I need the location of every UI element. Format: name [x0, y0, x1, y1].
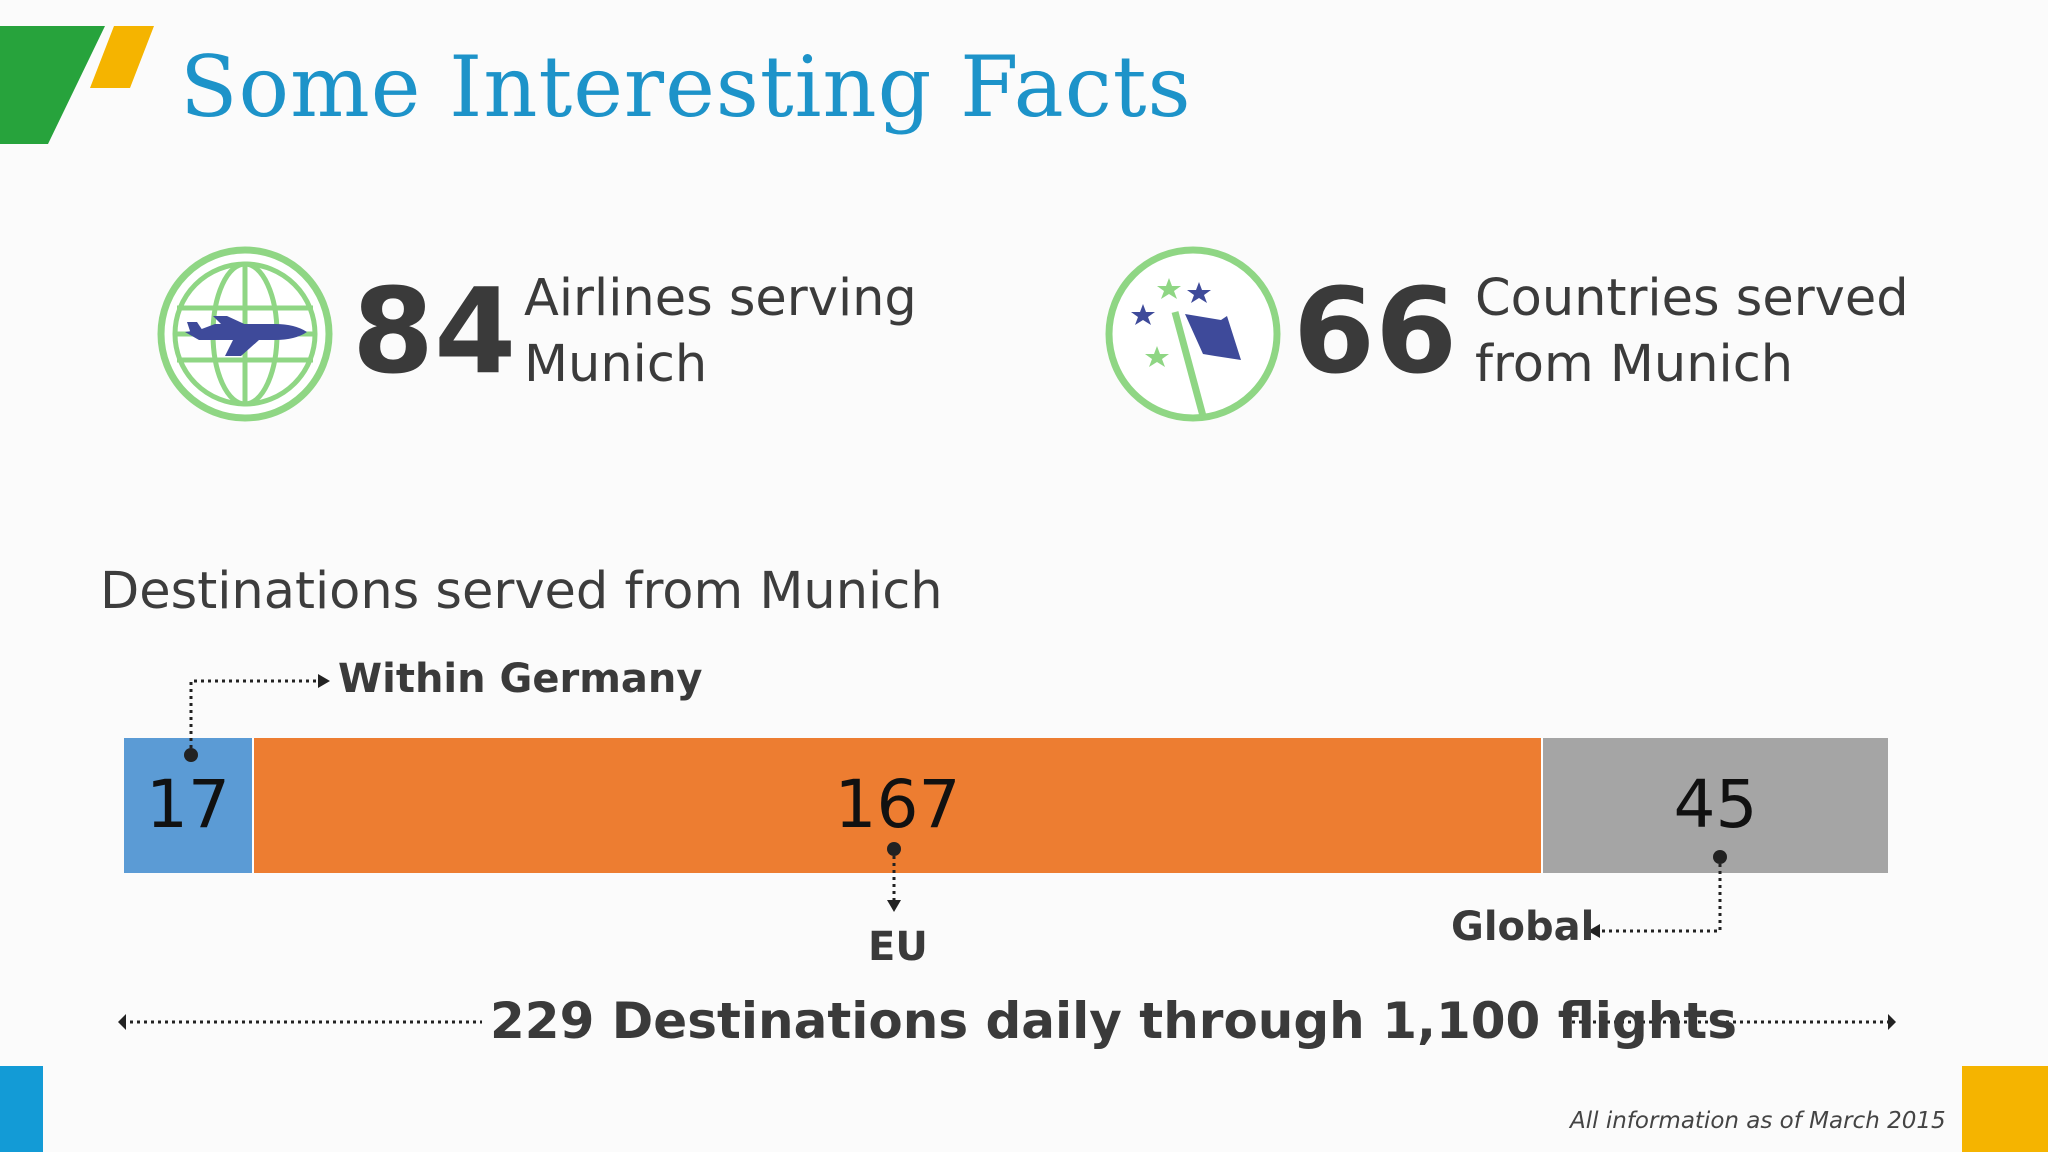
segment-eu: 167: [254, 738, 1543, 873]
label-within-germany: Within Germany: [338, 656, 703, 702]
segment-within-germany: 17: [124, 738, 254, 873]
countries-label: Countries served from Munich: [1475, 266, 1955, 398]
airlines-count: 84: [352, 262, 517, 400]
destinations-bar: 17 167 45: [124, 738, 1888, 873]
countries-label-line2: from Munich: [1475, 335, 1794, 394]
label-global: Global: [1451, 904, 1595, 950]
globe-airplane-icon: [157, 246, 333, 422]
label-eu: EU: [868, 924, 928, 970]
segment-value-eu: 167: [834, 766, 961, 843]
segment-value-germany: 17: [146, 766, 230, 843]
countries-count: 66: [1293, 262, 1458, 400]
corner-decoration-yellow-bottom: [1962, 1066, 2048, 1152]
countries-label-line1: Countries served: [1475, 269, 1909, 328]
footnote: All information as of March 2015: [1570, 1108, 1946, 1134]
airlines-label-line1: Airlines serving: [524, 269, 917, 328]
page-title: Some Interesting Facts: [180, 38, 1192, 136]
destinations-heading: Destinations served from Munich: [100, 562, 943, 621]
airlines-label-line2: Munich: [524, 335, 708, 394]
destinations-total: 229 Destinations daily through 1,100 fli…: [490, 992, 1737, 1050]
flag-stars-icon: [1105, 246, 1281, 422]
corner-decoration-blue: [0, 1066, 43, 1152]
segment-global: 45: [1543, 738, 1888, 873]
airlines-label: Airlines serving Munich: [524, 266, 924, 398]
segment-value-global: 45: [1673, 766, 1758, 843]
corner-decoration-green: [0, 26, 105, 144]
